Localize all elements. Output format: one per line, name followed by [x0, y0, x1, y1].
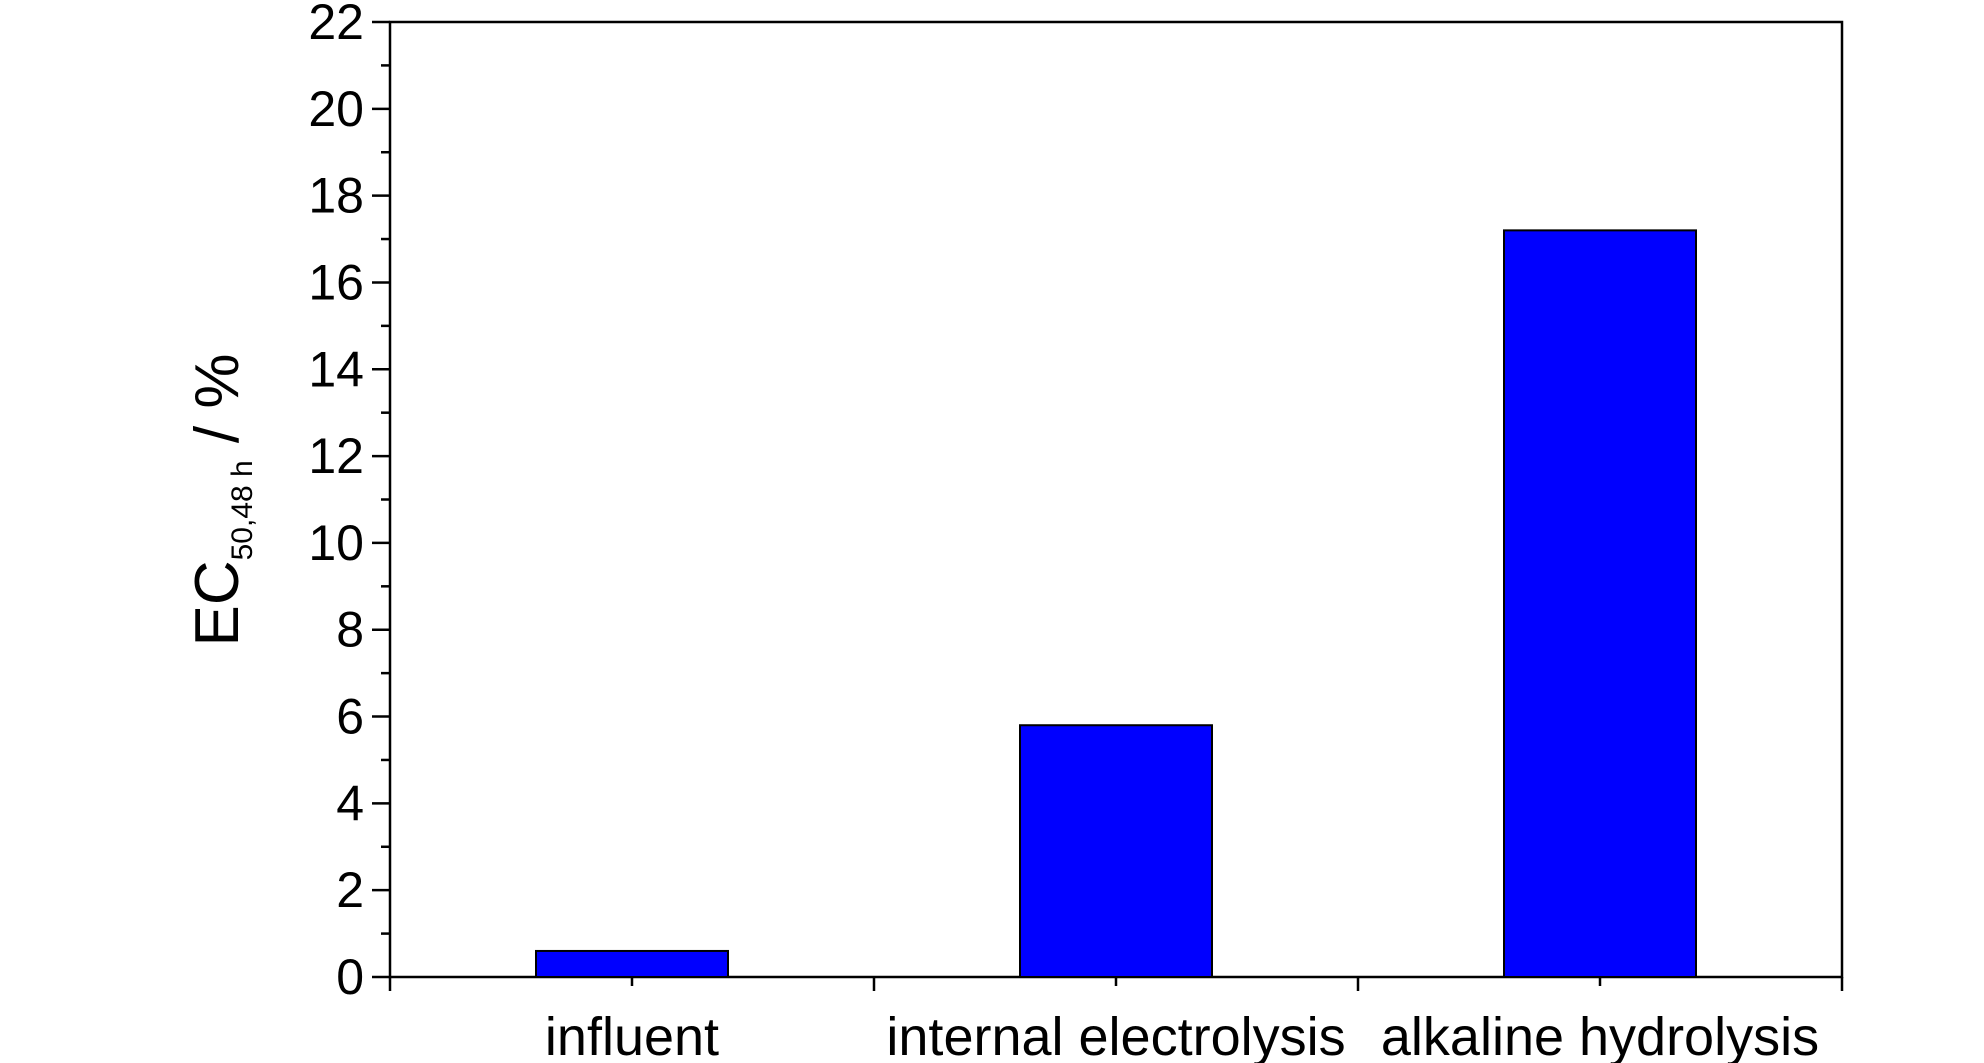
x-ticks [388, 977, 1844, 991]
y-tick-label: 12 [308, 428, 364, 484]
y-major-ticks [372, 20, 390, 979]
y-tick-label: 4 [336, 775, 364, 831]
bars [535, 229, 1697, 979]
x-tick-label: alkaline hydrolysis [1381, 1007, 1819, 1063]
bar-alkaline-hydrolysis [1503, 229, 1697, 978]
y-tick-label: 10 [308, 515, 364, 571]
y-tick-label: 2 [336, 862, 364, 918]
y-axis-label-subscript: 50,48 h [226, 460, 259, 560]
bar-internal-electrolysis [1019, 724, 1213, 979]
y-minor-ticks [381, 64, 390, 935]
y-tick-label: 8 [336, 602, 364, 658]
y-tick-label: 22 [308, 0, 364, 50]
y-tick-label: 16 [308, 254, 364, 310]
y-tick-label: 20 [308, 81, 364, 137]
x-tick-label: influent [545, 1007, 719, 1063]
y-axis-label-suffix: / % [183, 353, 252, 460]
y-axis-label-main: EC [183, 560, 252, 646]
y-tick-labels: 0 2 4 6 8 10 12 14 16 18 20 22 [308, 0, 364, 1005]
y-tick-label: 14 [308, 341, 364, 397]
bar-influent [535, 949, 729, 978]
y-tick-label: 0 [336, 949, 364, 1005]
y-axis-label: EC50,48 h / % [183, 353, 259, 646]
x-tick-label: internal electrolysis [886, 1007, 1345, 1063]
y-tick-label: 6 [336, 689, 364, 745]
y-tick-label: 18 [308, 168, 364, 224]
x-tick-labels: influent internal electrolysis alkaline hy… [545, 1007, 1819, 1063]
